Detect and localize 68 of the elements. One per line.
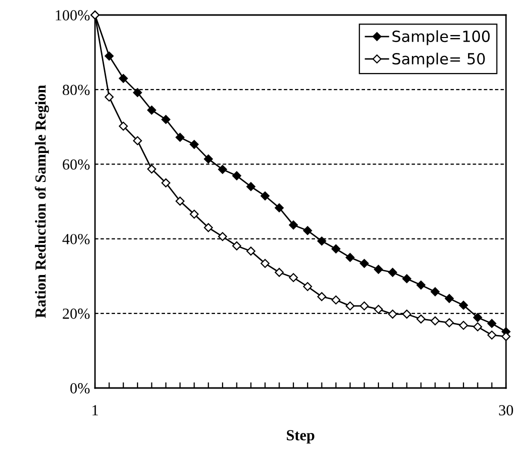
point	[473, 313, 482, 322]
point	[133, 136, 142, 146]
point	[190, 140, 199, 149]
point	[416, 314, 426, 324]
point	[274, 268, 284, 277]
y-tick-label: 60%	[62, 159, 90, 170]
point	[402, 310, 412, 319]
point	[218, 164, 228, 174]
point	[331, 244, 340, 254]
point	[104, 92, 114, 102]
point	[360, 301, 369, 310]
point	[374, 264, 383, 274]
point	[161, 114, 170, 124]
point	[133, 88, 142, 98]
y-axis-title: Ration Reduction of Sample Region	[34, 85, 49, 318]
point	[190, 210, 199, 219]
point	[430, 287, 440, 296]
point	[430, 316, 440, 326]
point	[176, 132, 185, 142]
legend-label: Sample= 50	[392, 52, 485, 68]
point	[147, 164, 156, 174]
y-tick-label: 40%	[62, 234, 90, 244]
point	[274, 203, 284, 212]
point	[459, 320, 468, 330]
x-axis-title: Step	[286, 430, 314, 444]
point	[260, 258, 270, 268]
point	[487, 318, 496, 328]
point	[232, 171, 242, 180]
point	[444, 318, 454, 328]
point	[303, 282, 312, 292]
y-tick-label: 0%	[70, 383, 90, 394]
point	[118, 74, 128, 83]
point	[204, 223, 213, 232]
point	[388, 310, 398, 319]
x-tick-label: 30	[499, 405, 514, 416]
point	[416, 280, 426, 290]
point	[388, 268, 398, 277]
point	[402, 274, 412, 284]
x-tick-label: 1	[92, 405, 98, 416]
y-tick-label: 20%	[62, 308, 90, 319]
point	[473, 322, 482, 332]
point	[147, 106, 156, 115]
point	[444, 294, 454, 303]
legend-label: Sample=100	[392, 30, 490, 46]
point	[288, 273, 298, 282]
point	[246, 182, 256, 192]
point	[303, 226, 312, 236]
point	[204, 154, 213, 164]
point	[374, 304, 383, 314]
point	[104, 52, 114, 61]
point	[317, 292, 326, 302]
point	[246, 246, 256, 256]
point	[459, 300, 468, 310]
point	[487, 330, 496, 340]
point	[232, 241, 242, 250]
y-tick-label: 100%	[56, 10, 90, 20]
point	[360, 258, 369, 268]
point	[331, 295, 340, 304]
y-tick-label: 80%	[62, 84, 90, 96]
point	[118, 122, 128, 131]
point	[260, 191, 270, 200]
point	[288, 220, 298, 230]
point	[346, 252, 355, 262]
point	[161, 178, 170, 188]
point	[317, 236, 326, 246]
point	[218, 232, 228, 242]
point	[176, 196, 185, 206]
point	[346, 301, 355, 310]
